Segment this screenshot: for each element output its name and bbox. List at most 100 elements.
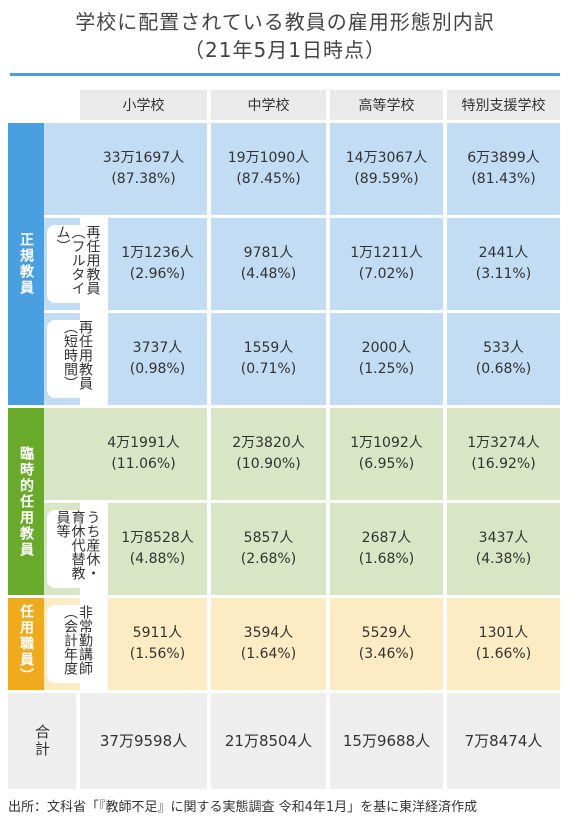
source-note: 出所：文科省「『教師不足』に関する実態調査 令和4年1月」を基に東洋経済作成 (8, 800, 478, 815)
cell-count: 1万1236人 (121, 245, 194, 261)
row-sub-label: 再任用教員（フルタイム） (47, 225, 107, 303)
row-sub-label-text: 非常勤講師（会計年度 (62, 605, 93, 675)
cell-percent: (11.06%) (111, 456, 176, 472)
cell-percent: (87.45%) (236, 171, 301, 187)
row-sub-label-text: うち産休・育休代替教員等 (54, 510, 101, 580)
total-label: 合計 (8, 693, 76, 789)
chart-title: 学校に配置されている教員の雇用形態別内訳 （21年5月1日時点） (0, 8, 570, 64)
cell-percent: (10.90%) (236, 456, 301, 472)
table-cell: 5857人 (2.68%) (211, 503, 326, 595)
group-label: 任用職員） (8, 598, 44, 690)
table-cell: 2687人 (1.68%) (330, 503, 443, 595)
column-header: 中学校 (211, 90, 326, 120)
total-cell: 7万8474人 (447, 693, 560, 789)
cell-count: 1万8528人 (121, 530, 194, 546)
table-cell: 6万3899人 (81.43%) (447, 123, 560, 215)
cell-percent: (1.66%) (475, 646, 532, 662)
table-cell: 1万1092人 (6.95%) (330, 408, 443, 500)
row-sub-label-text: 再任用教員（フルタイム） (54, 225, 101, 295)
total-cell: 15万9688人 (330, 693, 443, 789)
group-label-text: 臨時的任用教員 (18, 445, 34, 558)
cell-percent: (87.38%) (111, 171, 176, 187)
cell-percent: (0.71%) (240, 361, 297, 377)
row-sub-label-text: 再任用教員（短時間） (62, 320, 93, 390)
cell-percent: (3.46%) (358, 646, 415, 662)
table-cell: 2万3820人 (10.90%) (211, 408, 326, 500)
cell-count: 1万3274人 (467, 435, 540, 451)
cell-percent: (0.68%) (475, 361, 532, 377)
table-cell: 533人 (0.68%) (447, 313, 560, 405)
table-cell: 9781人 (4.48%) (211, 218, 326, 310)
cell-count: 3437人 (478, 530, 529, 546)
group-label-text: 正規教員 (18, 232, 34, 296)
row-sub-label: 非常勤講師（会計年度 (47, 605, 107, 683)
table-cell: 14万3067人 (89.59%) (330, 123, 443, 215)
cell-count: 6万3899人 (467, 150, 540, 166)
table-cell: 3437人 (4.38%) (447, 503, 560, 595)
total-label-text: 合計 (33, 724, 51, 758)
cell-count: 2687人 (361, 530, 412, 546)
table-cell: 4万1991人 (11.06%) (80, 408, 207, 500)
table-cell: 3737人 (0.98%) (108, 313, 207, 405)
chart-title-line2: （21年5月1日時点） (184, 38, 386, 62)
row-spacer (44, 408, 80, 500)
cell-percent: (89.59%) (354, 171, 419, 187)
cell-percent: (16.92%) (471, 456, 536, 472)
cell-percent: (2.68%) (240, 551, 297, 567)
row-sub-label: うち産休・育休代替教員等 (47, 510, 107, 588)
column-header: 高等学校 (330, 90, 443, 120)
row-spacer (44, 123, 80, 215)
column-header: 小学校 (80, 90, 207, 120)
table-cell: 5911人 (1.56%) (108, 598, 207, 690)
table-cell: 1万1236人 (2.96%) (108, 218, 207, 310)
table-cell: 1万1211人 (7.02%) (330, 218, 443, 310)
cell-percent: (6.95%) (358, 456, 415, 472)
cell-count: 5529人 (361, 625, 412, 641)
table-cell: 2000人 (1.25%) (330, 313, 443, 405)
cell-count: 3737人 (132, 340, 183, 356)
group-label-text: 任用職員） (18, 604, 34, 684)
group-label: 正規教員 (8, 123, 44, 405)
cell-count: 9781人 (243, 245, 294, 261)
cell-count: 4万1991人 (107, 435, 180, 451)
cell-count: 1301人 (478, 625, 529, 641)
title-underline (10, 73, 560, 76)
cell-count: 19万1090人 (227, 150, 310, 166)
cell-count: 33万1697人 (102, 150, 185, 166)
cell-percent: (4.88%) (129, 551, 186, 567)
total-cell: 21万8504人 (211, 693, 326, 789)
cell-percent: (1.25%) (358, 361, 415, 377)
cell-percent: (4.38%) (475, 551, 532, 567)
cell-count: 2441人 (478, 245, 529, 261)
cell-percent: (2.96%) (129, 266, 186, 282)
cell-percent: (1.56%) (129, 646, 186, 662)
cell-count: 5857人 (243, 530, 294, 546)
group-label: 臨時的任用教員 (8, 408, 44, 595)
table-cell: 1万3274人 (16.92%) (447, 408, 560, 500)
table-cell: 19万1090人 (87.45%) (211, 123, 326, 215)
table-cell: 1559人 (0.71%) (211, 313, 326, 405)
cell-percent: (7.02%) (358, 266, 415, 282)
table-cell: 3594人 (1.64%) (211, 598, 326, 690)
cell-percent: (81.43%) (471, 171, 536, 187)
cell-percent: (4.48%) (240, 266, 297, 282)
cell-count: 2000人 (361, 340, 412, 356)
cell-count: 1559人 (243, 340, 294, 356)
cell-count: 3594人 (243, 625, 294, 641)
cell-percent: (1.68%) (358, 551, 415, 567)
cell-percent: (1.64%) (240, 646, 297, 662)
cell-count: 5911人 (132, 625, 183, 641)
table-cell: 1万8528人 (4.88%) (108, 503, 207, 595)
table-cell: 2441人 (3.11%) (447, 218, 560, 310)
cell-count: 1万1211人 (350, 245, 423, 261)
chart-title-line1: 学校に配置されている教員の雇用形態別内訳 (75, 10, 495, 34)
table-cell: 33万1697人 (87.38%) (80, 123, 207, 215)
cell-percent: (0.98%) (129, 361, 186, 377)
cell-count: 2万3820人 (232, 435, 305, 451)
total-cell: 37万9598人 (80, 693, 207, 789)
table-cell: 1301人 (1.66%) (447, 598, 560, 690)
column-header: 特別支援学校 (447, 90, 560, 120)
cell-count: 533人 (483, 340, 524, 356)
cell-count: 14万3067人 (345, 150, 428, 166)
